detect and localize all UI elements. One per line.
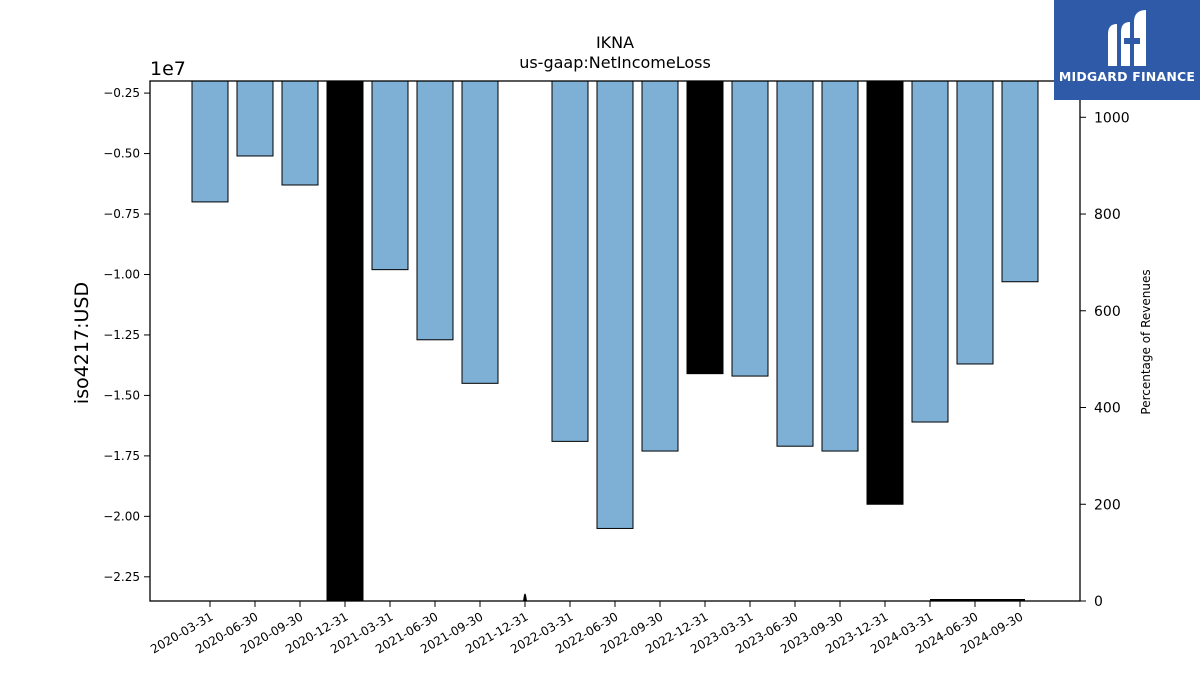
y-tick-label: −1.75 <box>103 449 140 463</box>
bar-2022-06-30 <box>596 80 634 529</box>
bar-2024-06-30 <box>956 80 994 365</box>
plot-frame <box>149 80 1081 602</box>
bar-2020-03-31 <box>191 80 229 203</box>
y-tick-label: −0.50 <box>103 147 140 161</box>
y-axis-ticks: −0.25 −0.50 −0.75 −1.00 −1.25 −1.50 −1.75 −2.00… <box>103 86 150 584</box>
bar-2024-09-30 <box>1001 80 1039 283</box>
bars-group <box>191 80 1039 602</box>
bar-2020-06-30 <box>236 80 274 157</box>
chart-subtitle: us-gaap:NetIncomeLoss <box>519 53 711 72</box>
y-multiplier-label: 1e7 <box>150 58 186 80</box>
bar-2021-06-30 <box>416 80 454 341</box>
y2-tick-label: 1000 <box>1094 110 1130 126</box>
bar-2020-09-30 <box>281 80 319 186</box>
y2-tick-label: 200 <box>1094 497 1121 513</box>
y-tick-label: −1.00 <box>103 267 140 281</box>
secondary-marks <box>523 593 1025 601</box>
y2-tick-label: 600 <box>1094 304 1121 320</box>
bar-2023-09-30 <box>821 80 859 452</box>
midgard-finance-logo: MIDGARD FINANCE <box>1054 0 1200 100</box>
bar-2022-09-30 <box>641 80 679 452</box>
ratio-mark-2021-12-31 <box>523 593 527 601</box>
y2-tick-label: 0 <box>1094 594 1103 610</box>
y-tick-label: −1.50 <box>103 388 140 402</box>
bar-2024-03-31 <box>911 80 949 423</box>
y-tick-label: −2.00 <box>103 509 140 523</box>
y-axis-label: iso4217:USD <box>71 282 93 404</box>
bar-2021-03-31 <box>371 80 409 271</box>
bar-2022-12-31 <box>686 80 724 375</box>
bar-2023-12-31 <box>866 80 904 505</box>
x-axis-ticks: 2020-03-312020-06-302020-09-302020-12-31… <box>148 601 1026 656</box>
bar-2022-03-31 <box>551 80 589 442</box>
y2-axis-label: Percentage of Revenues <box>1139 269 1153 414</box>
y2-axis-ticks: 0 200 400 600 800 1000 <box>1080 110 1130 610</box>
bar-2020-12-31 <box>326 80 364 602</box>
y-tick-label: −2.25 <box>103 570 140 584</box>
y-tick-label: −1.25 <box>103 328 140 342</box>
bar-2021-09-30 <box>461 80 499 384</box>
chart-title: IKNA <box>596 33 634 52</box>
y-tick-label: −0.75 <box>103 207 140 221</box>
y2-tick-label: 800 <box>1094 207 1121 223</box>
y-tick-label: −0.25 <box>103 86 140 100</box>
bar-2023-06-30 <box>776 80 814 447</box>
logo-text: MIDGARD FINANCE <box>1058 69 1196 84</box>
bar-2023-03-31 <box>731 80 769 377</box>
y2-tick-label: 400 <box>1094 401 1121 417</box>
midgard-logo-mark-icon <box>1108 10 1146 66</box>
